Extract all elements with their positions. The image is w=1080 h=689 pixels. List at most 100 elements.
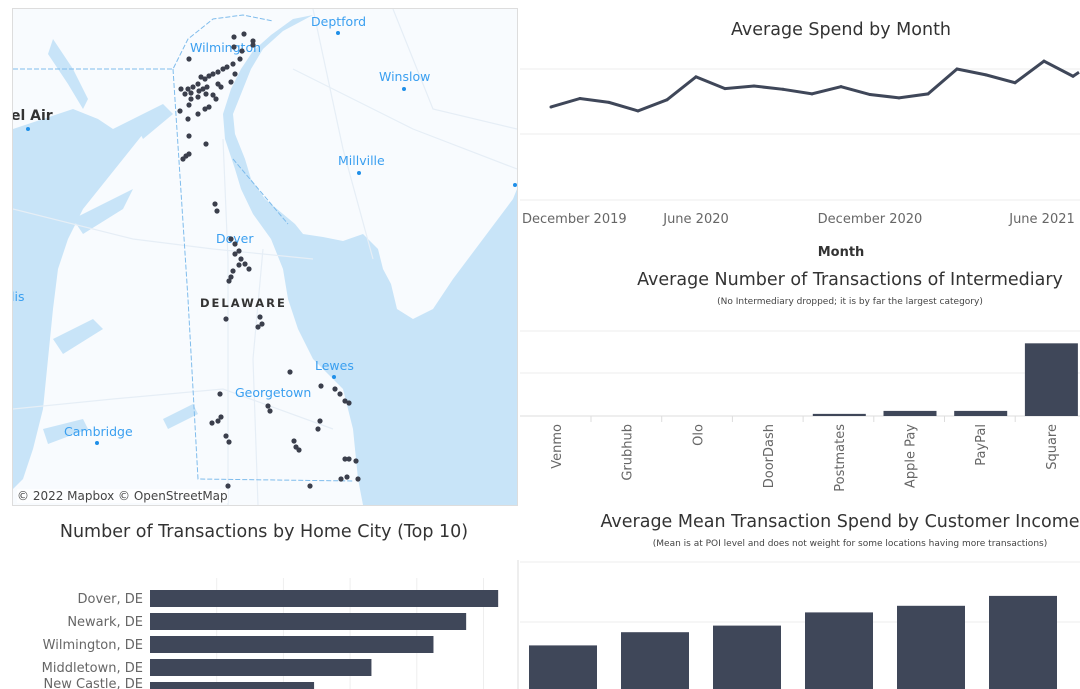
transaction-location-dot[interactable] [209,420,215,426]
transaction-location-dot[interactable] [265,403,271,409]
bar-square[interactable] [1024,343,1078,416]
transaction-location-dot[interactable] [259,321,265,327]
bar-income[interactable] [897,605,965,689]
transaction-location-dot[interactable] [223,433,229,439]
transaction-location-dot[interactable] [196,88,202,94]
transaction-location-dot[interactable] [228,236,234,242]
transaction-location-dot[interactable] [355,476,361,482]
transaction-location-dot[interactable] [215,418,221,424]
transaction-location-dot[interactable] [185,86,191,92]
transaction-location-dot[interactable] [186,133,192,139]
transaction-location-dot[interactable] [223,316,229,322]
transaction-location-dot[interactable] [315,426,321,432]
transaction-location-dot[interactable] [220,66,226,72]
transaction-location-dot[interactable] [213,96,219,102]
transaction-location-dot[interactable] [206,73,212,79]
transaction-location-dot[interactable] [186,56,192,62]
line-point[interactable] [781,87,785,91]
bar-city[interactable] [150,682,315,689]
transaction-location-dot[interactable] [186,102,192,108]
transaction-location-dot[interactable] [232,251,238,257]
transaction-location-dot[interactable] [215,69,221,75]
transaction-location-dot[interactable] [232,241,238,247]
bar-paypal[interactable] [954,410,1008,416]
transaction-location-dot[interactable] [217,391,223,397]
transaction-location-dot[interactable] [224,64,230,70]
transaction-location-dot[interactable] [177,108,183,114]
transaction-location-dot[interactable] [238,256,244,262]
bar-postmates[interactable] [812,413,866,416]
transaction-location-dot[interactable] [185,116,191,122]
line-point[interactable] [810,92,814,96]
transaction-location-dot[interactable] [332,386,338,392]
map-credits[interactable]: © 2022 Mapbox © OpenStreetMap [17,489,228,503]
line-point[interactable] [1013,81,1017,85]
transaction-location-dot[interactable] [195,94,201,100]
transaction-location-dot[interactable] [342,456,348,462]
transaction-location-dot[interactable] [178,86,184,92]
transaction-location-dot[interactable] [255,324,261,330]
transaction-location-dot[interactable] [190,84,196,90]
transaction-location-dot[interactable] [226,439,232,445]
line-point[interactable] [897,96,901,100]
line-point[interactable] [839,85,843,89]
transaction-location-dot[interactable] [239,48,245,54]
transaction-location-dot[interactable] [287,369,293,375]
transaction-location-dot[interactable] [296,447,302,453]
transaction-location-dot[interactable] [228,274,234,280]
transaction-location-dot[interactable] [202,106,208,112]
transaction-location-dot[interactable] [210,71,216,77]
transaction-location-dot[interactable] [346,456,352,462]
bar-city[interactable] [150,659,372,676]
line-point[interactable] [1042,59,1046,63]
transaction-location-dot[interactable] [214,208,220,214]
bar-income[interactable] [989,595,1057,689]
transaction-location-dot[interactable] [230,61,236,67]
bar-income[interactable] [805,612,873,689]
transaction-location-dot[interactable] [317,418,323,424]
line-point[interactable] [984,73,988,77]
transaction-location-dot[interactable] [231,34,237,40]
line-point[interactable] [607,100,611,104]
transaction-location-dot[interactable] [250,38,256,44]
map-canvas[interactable]: Wilmington Deptford Winslow el Air Millv… [13,9,517,505]
transaction-location-dot[interactable] [344,474,350,480]
line-point[interactable] [926,92,930,96]
line-point[interactable] [578,96,582,100]
transaction-location-dot[interactable] [226,278,232,284]
transaction-location-dot[interactable] [291,438,297,444]
transaction-location-dot[interactable] [202,76,208,82]
transaction-location-dot[interactable] [195,81,201,87]
transaction-location-dot[interactable] [307,483,313,489]
transaction-location-dot[interactable] [318,383,324,389]
transaction-location-dot[interactable] [236,262,242,268]
transaction-location-dot[interactable] [257,314,263,320]
transaction-location-dot[interactable] [204,84,210,90]
transaction-location-dot[interactable] [342,398,348,404]
transaction-location-dot[interactable] [225,483,231,489]
bar-apple-pay[interactable] [883,410,937,416]
transaction-location-dot[interactable] [236,248,242,254]
transaction-location-dot[interactable] [186,151,192,157]
line-point[interactable] [955,67,959,71]
transaction-location-dot[interactable] [230,268,236,274]
transaction-location-dot[interactable] [231,44,237,50]
transaction-location-dot[interactable] [198,74,204,80]
transaction-location-dot[interactable] [228,79,234,85]
bar-income[interactable] [713,625,781,689]
transaction-location-dot[interactable] [206,104,212,110]
transaction-location-dot[interactable] [241,31,247,37]
transaction-location-dot[interactable] [338,476,344,482]
transaction-location-dot[interactable] [203,91,209,97]
transaction-location-dot[interactable] [195,111,201,117]
transaction-location-dot[interactable] [200,86,206,92]
transaction-location-dot[interactable] [353,458,359,464]
transaction-location-dot[interactable] [188,90,194,96]
bar-income[interactable] [529,645,597,689]
transaction-location-dot[interactable] [210,92,216,98]
transaction-location-dot[interactable] [218,414,224,420]
transaction-location-dot[interactable] [250,42,256,48]
transaction-location-dot[interactable] [188,96,194,102]
transaction-location-dot[interactable] [346,400,352,406]
bar-city[interactable] [150,636,434,653]
